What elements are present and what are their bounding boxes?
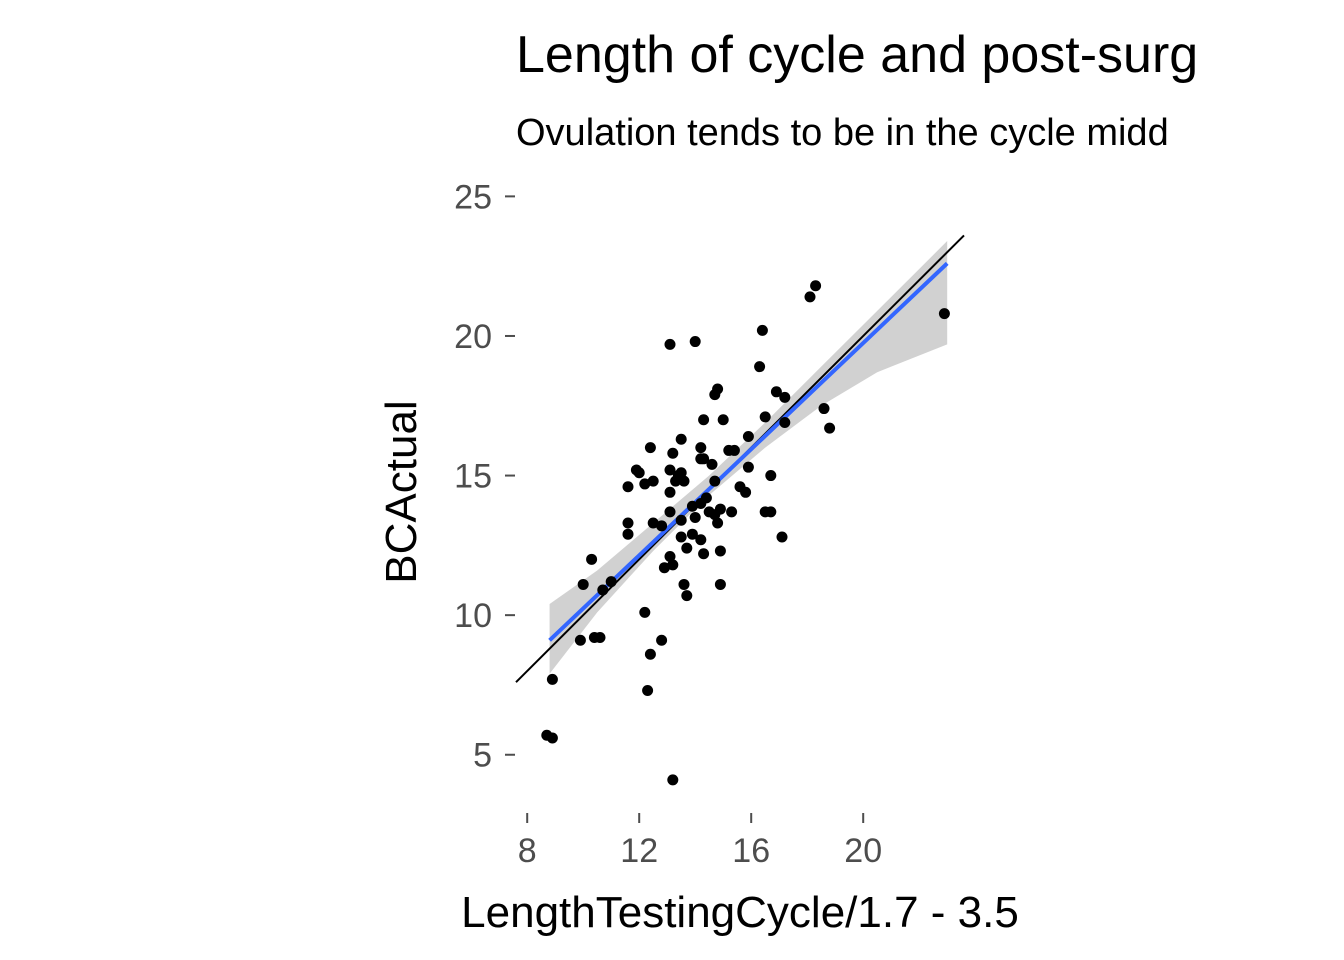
data-point xyxy=(698,453,710,465)
data-point xyxy=(706,458,718,470)
data-point xyxy=(695,534,707,546)
data-point xyxy=(776,531,788,543)
y-axis-title: BCActual xyxy=(377,400,426,583)
data-point xyxy=(664,486,676,498)
data-point xyxy=(644,648,656,660)
data-point xyxy=(664,464,676,476)
data-point xyxy=(714,503,726,515)
y-tick-label: 5 xyxy=(473,737,492,775)
data-point xyxy=(804,291,816,303)
data-point xyxy=(577,578,589,590)
data-point xyxy=(714,578,726,590)
data-point xyxy=(717,414,729,426)
y-tick-label: 15 xyxy=(454,458,492,496)
data-point xyxy=(824,422,836,434)
confidence-band xyxy=(549,241,948,674)
data-point xyxy=(647,475,659,487)
data-point xyxy=(639,606,651,618)
data-point xyxy=(714,545,726,557)
data-point xyxy=(686,500,698,512)
x-tick-label: 12 xyxy=(620,832,658,870)
data-point xyxy=(770,386,782,398)
data-point xyxy=(633,467,645,479)
data-point xyxy=(675,433,687,445)
x-tick-label: 8 xyxy=(518,832,537,870)
data-point xyxy=(686,528,698,540)
data-point xyxy=(759,411,771,423)
data-point xyxy=(664,338,676,350)
y-tick-label: 20 xyxy=(454,318,492,356)
data-point xyxy=(647,517,659,529)
data-point xyxy=(712,517,724,529)
data-point xyxy=(728,444,740,456)
data-point xyxy=(681,590,693,602)
data-point xyxy=(681,542,693,554)
data-point xyxy=(742,461,754,473)
data-point xyxy=(664,551,676,563)
data-point xyxy=(695,442,707,454)
data-point xyxy=(644,442,656,454)
data-point xyxy=(779,391,791,403)
points-layer xyxy=(541,280,950,786)
data-point xyxy=(938,308,950,320)
chart-title: Length of cycle and post-surg xyxy=(516,26,1198,84)
chart-subtitle: Ovulation tends to be in the cycle midd xyxy=(516,112,1169,154)
data-point xyxy=(656,634,668,646)
data-point xyxy=(586,553,598,565)
data-point xyxy=(678,475,690,487)
data-point xyxy=(726,506,738,518)
data-point xyxy=(642,685,654,697)
data-point xyxy=(574,634,586,646)
y-tick-label: 25 xyxy=(454,178,492,216)
data-point xyxy=(698,548,710,560)
data-point xyxy=(689,511,701,523)
data-point xyxy=(546,673,558,685)
data-point xyxy=(605,576,617,588)
data-point xyxy=(700,492,712,504)
y-tick-label: 10 xyxy=(454,597,492,635)
data-point xyxy=(622,517,634,529)
data-point xyxy=(740,486,752,498)
data-point xyxy=(779,417,791,429)
x-tick-label: 20 xyxy=(844,832,882,870)
data-point xyxy=(675,467,687,479)
data-point xyxy=(810,280,822,292)
data-point xyxy=(667,559,679,571)
data-point xyxy=(594,631,606,643)
x-axis: 8 12 16 20 xyxy=(518,813,882,870)
x-tick-label: 16 xyxy=(732,832,770,870)
data-point xyxy=(597,584,609,596)
data-point xyxy=(689,336,701,348)
data-point xyxy=(675,514,687,526)
data-point xyxy=(678,578,690,590)
data-point xyxy=(675,531,687,543)
data-point xyxy=(742,430,754,442)
plot-area xyxy=(515,234,965,786)
data-point xyxy=(639,478,651,490)
data-point xyxy=(818,403,830,415)
data-point xyxy=(667,774,679,786)
data-point xyxy=(765,470,777,482)
data-point xyxy=(756,324,768,336)
data-point xyxy=(667,447,679,459)
data-point xyxy=(664,506,676,518)
regression-line xyxy=(548,261,949,642)
data-point xyxy=(622,528,634,540)
x-axis-title: LengthTestingCycle/1.7 - 3.5 xyxy=(461,888,1019,937)
data-point xyxy=(656,520,668,532)
data-point xyxy=(546,732,558,744)
data-point xyxy=(698,414,710,426)
data-point xyxy=(709,475,721,487)
data-point xyxy=(765,506,777,518)
data-point xyxy=(658,562,670,574)
data-point xyxy=(754,361,766,373)
data-point xyxy=(622,481,634,493)
data-point xyxy=(712,383,724,395)
y-axis: 5 10 15 20 25 xyxy=(454,178,515,775)
